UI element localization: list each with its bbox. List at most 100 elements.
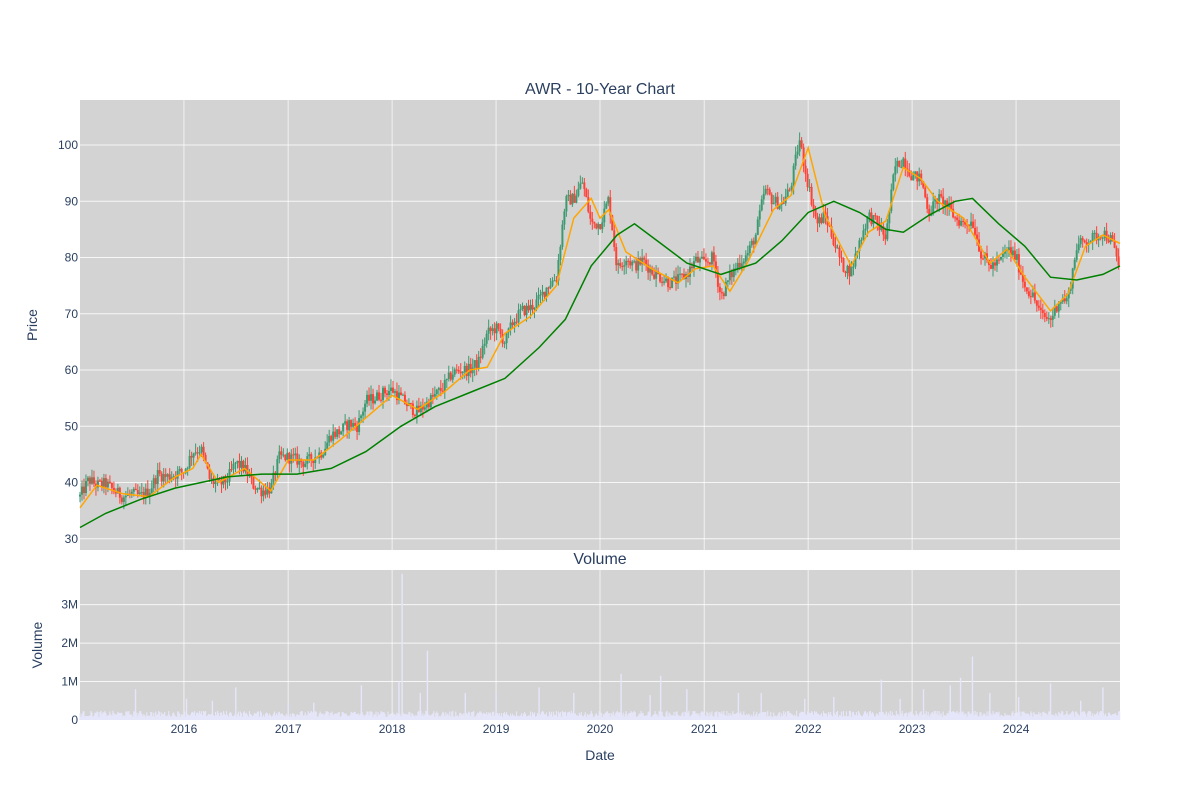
candle-body — [720, 291, 723, 294]
volume-bar — [203, 711, 206, 720]
volume-bar — [270, 716, 272, 720]
volume-bar — [191, 712, 193, 720]
candle-body — [144, 488, 147, 499]
candle-body — [491, 328, 494, 331]
volume-bar — [866, 712, 869, 720]
volume-bar — [658, 711, 660, 720]
volume-bar — [473, 711, 475, 720]
volume-bar — [388, 715, 390, 720]
candle-body — [481, 345, 484, 358]
volume-bar — [452, 710, 454, 720]
volume-bar — [1090, 711, 1092, 720]
volume-bar — [895, 710, 897, 720]
candle-body — [914, 171, 917, 175]
volume-bar — [425, 710, 427, 720]
volume-bar — [449, 711, 451, 720]
candle-body — [405, 403, 408, 407]
candle-body — [391, 387, 394, 393]
volume-bar — [624, 713, 626, 720]
volume-bar — [735, 713, 737, 720]
volume-bar — [838, 715, 841, 720]
volume-bar — [418, 710, 420, 720]
volume-bar — [185, 716, 187, 720]
volume-bar — [489, 713, 491, 720]
volume-bar — [195, 715, 197, 720]
volume-bar — [857, 711, 860, 720]
candle-body — [477, 356, 480, 369]
volume-bar — [441, 714, 443, 720]
candle-body — [467, 363, 470, 377]
volume-bar — [940, 713, 942, 720]
volume-bar — [795, 716, 797, 720]
volume-bar — [1024, 712, 1026, 720]
volume-bar — [366, 711, 368, 720]
volume-bar — [478, 713, 480, 720]
volume-bar — [956, 710, 958, 720]
candle-body — [533, 307, 536, 310]
volume-bar — [671, 714, 673, 720]
volume-bar — [715, 712, 717, 720]
volume-bar — [901, 710, 903, 720]
candle-body — [993, 262, 996, 266]
volume-bar — [516, 716, 519, 720]
volume-bar — [642, 712, 644, 720]
volume-bar — [1085, 713, 1087, 720]
volume-bar — [633, 710, 635, 720]
volume-bar — [237, 711, 240, 720]
candle-body — [112, 487, 115, 492]
volume-bar — [1105, 713, 1107, 720]
volume-bar — [750, 716, 752, 720]
volume-bar — [212, 715, 215, 720]
volume-bar — [627, 713, 629, 720]
volume-bar — [533, 712, 536, 720]
volume-bar — [835, 712, 838, 720]
volume-bar — [911, 714, 913, 720]
volume-bar — [644, 715, 646, 720]
volume-bar — [379, 713, 381, 720]
candle-body — [1105, 230, 1108, 241]
candle-body — [146, 488, 149, 497]
volume-bar — [988, 711, 990, 720]
volume-bar — [976, 711, 978, 720]
volume-bar — [485, 713, 487, 720]
candle-body — [591, 218, 594, 222]
volume-bar — [361, 712, 363, 720]
volume-bar — [614, 713, 616, 720]
volume-bar — [480, 711, 482, 720]
candle-body — [840, 257, 843, 259]
candle-body — [1085, 241, 1088, 245]
volume-bar — [1010, 716, 1012, 720]
candle-body — [322, 454, 325, 458]
volume-bar — [939, 715, 941, 720]
volume-bar — [907, 712, 909, 720]
volume-bar — [504, 712, 506, 720]
volume-bar — [744, 714, 746, 720]
candle-body — [366, 394, 369, 404]
volume-bar — [404, 713, 406, 720]
x-tick-label: 2020 — [587, 722, 614, 736]
volume-bar — [218, 715, 221, 720]
volume-bar — [860, 716, 863, 720]
candle-body — [104, 478, 107, 488]
volume-bar — [910, 711, 912, 720]
candle-body — [633, 261, 636, 263]
volume-bar — [267, 715, 269, 720]
candle-body — [677, 274, 680, 284]
volume-bar — [1013, 715, 1015, 720]
volume-bar — [1045, 713, 1047, 720]
volume-bar — [904, 713, 906, 720]
volume-bar — [238, 716, 241, 720]
volume-bar — [645, 715, 647, 720]
volume-bar — [720, 713, 722, 720]
volume-bar — [369, 711, 371, 720]
volume-bar — [204, 711, 207, 720]
volume-bar — [841, 716, 844, 720]
candle-body — [1107, 240, 1110, 243]
volume-bar — [143, 714, 145, 720]
volume-bar — [1060, 714, 1062, 720]
volume-bar — [609, 716, 611, 720]
volume-bar — [214, 711, 217, 720]
candle-body — [1035, 300, 1038, 306]
candle-body — [812, 204, 815, 210]
candle-body — [314, 457, 317, 464]
